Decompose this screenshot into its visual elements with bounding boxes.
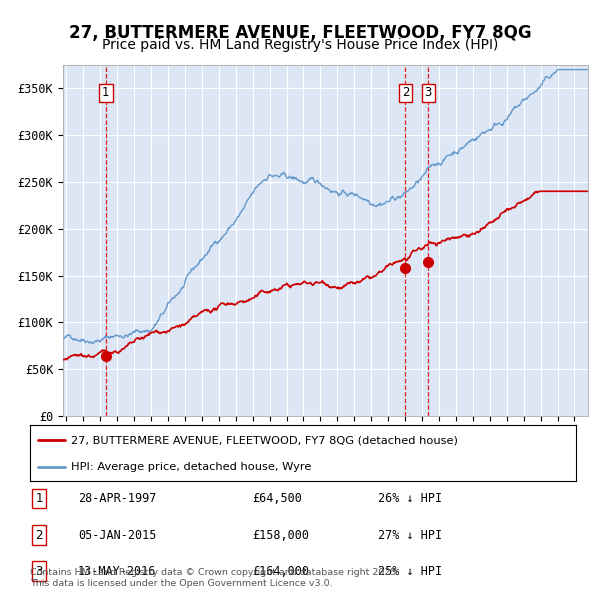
Text: 1: 1 [35, 492, 43, 505]
Text: £64,500: £64,500 [252, 492, 302, 505]
Text: Contains HM Land Registry data © Crown copyright and database right 2025.
This d: Contains HM Land Registry data © Crown c… [30, 568, 400, 588]
Text: 27, BUTTERMERE AVENUE, FLEETWOOD, FY7 8QG (detached house): 27, BUTTERMERE AVENUE, FLEETWOOD, FY7 8Q… [71, 435, 458, 445]
Text: 13-MAY-2016: 13-MAY-2016 [78, 565, 157, 578]
Text: 3: 3 [425, 87, 432, 100]
Text: 25% ↓ HPI: 25% ↓ HPI [378, 565, 442, 578]
Text: 05-JAN-2015: 05-JAN-2015 [78, 529, 157, 542]
Text: £164,000: £164,000 [252, 565, 309, 578]
Text: 28-APR-1997: 28-APR-1997 [78, 492, 157, 505]
Text: Price paid vs. HM Land Registry's House Price Index (HPI): Price paid vs. HM Land Registry's House … [102, 38, 498, 53]
Text: 27, BUTTERMERE AVENUE, FLEETWOOD, FY7 8QG: 27, BUTTERMERE AVENUE, FLEETWOOD, FY7 8Q… [68, 24, 532, 42]
Text: £158,000: £158,000 [252, 529, 309, 542]
Text: 2: 2 [401, 87, 409, 100]
Text: 3: 3 [35, 565, 43, 578]
Text: 1: 1 [102, 87, 110, 100]
Text: 27% ↓ HPI: 27% ↓ HPI [378, 529, 442, 542]
Text: HPI: Average price, detached house, Wyre: HPI: Average price, detached house, Wyre [71, 462, 311, 472]
Text: 2: 2 [35, 529, 43, 542]
Text: 26% ↓ HPI: 26% ↓ HPI [378, 492, 442, 505]
